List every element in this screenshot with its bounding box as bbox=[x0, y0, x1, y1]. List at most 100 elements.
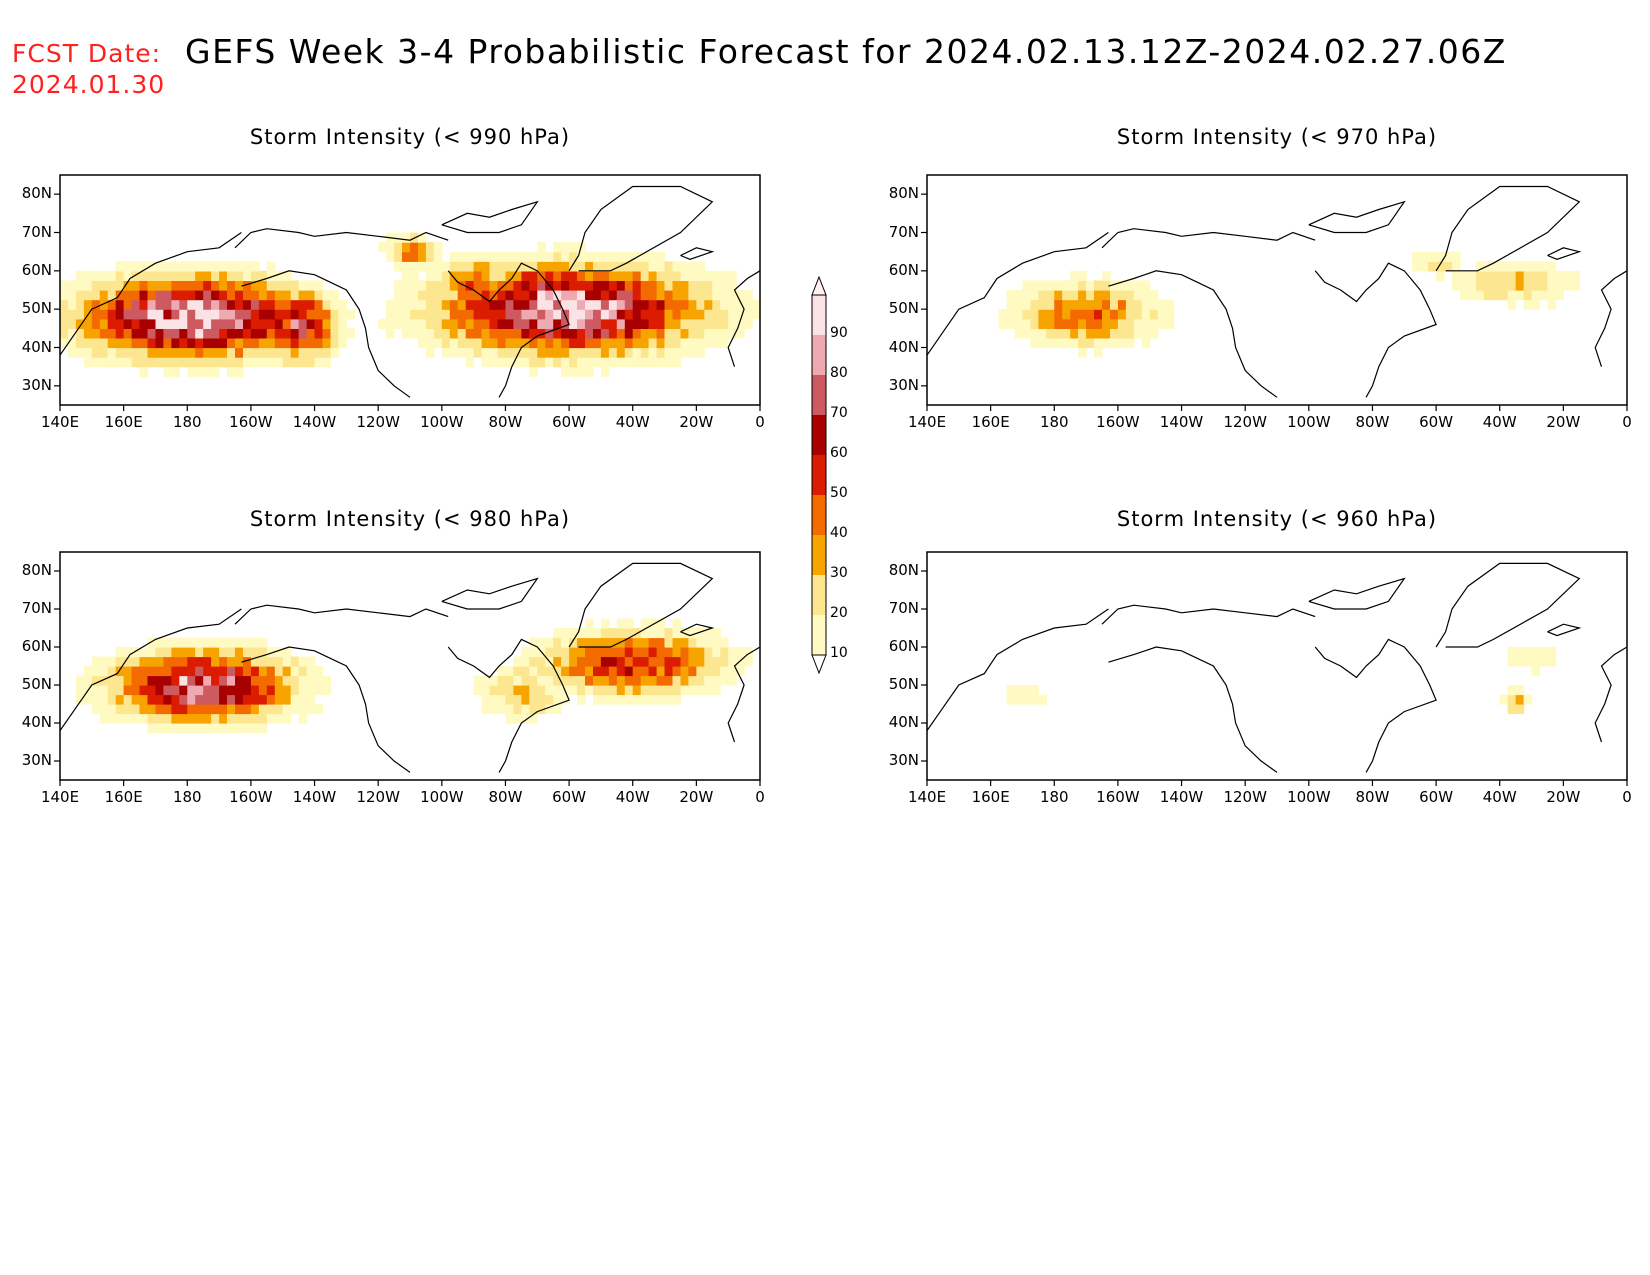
probability-cell bbox=[227, 675, 236, 686]
probability-cell bbox=[282, 347, 292, 358]
probability-cell bbox=[672, 666, 682, 677]
probability-cell bbox=[203, 309, 212, 320]
probability-cell bbox=[227, 647, 236, 658]
probability-cell bbox=[513, 270, 522, 281]
probability-cell bbox=[616, 328, 626, 339]
coastline bbox=[568, 185, 714, 272]
probability-cell bbox=[274, 666, 284, 677]
probability-cell bbox=[171, 270, 180, 281]
probability-cell bbox=[680, 299, 690, 310]
probability-cell bbox=[1547, 280, 1557, 291]
probability-cell bbox=[489, 261, 499, 272]
probability-cell bbox=[569, 647, 578, 658]
probability-cell bbox=[187, 280, 196, 291]
probability-cell bbox=[330, 318, 340, 329]
probability-cell bbox=[203, 713, 212, 724]
probability-cell bbox=[235, 261, 244, 272]
coastline bbox=[59, 232, 242, 356]
probability-cell bbox=[433, 299, 443, 310]
probability-cell bbox=[1555, 280, 1564, 291]
probability-cell bbox=[696, 675, 705, 686]
probability-cell bbox=[99, 318, 109, 329]
probability-cell bbox=[688, 328, 697, 339]
probability-cell bbox=[179, 261, 188, 272]
probability-cell bbox=[465, 328, 475, 339]
lon-label: 120W bbox=[1223, 788, 1267, 806]
coastline bbox=[727, 270, 761, 367]
probability-cell bbox=[481, 704, 491, 715]
probability-cell bbox=[688, 675, 697, 686]
probability-cell bbox=[235, 347, 244, 358]
probability-cell bbox=[346, 328, 355, 339]
probability-cell bbox=[736, 647, 745, 658]
probability-cell bbox=[1030, 280, 1039, 291]
probability-cell bbox=[290, 357, 300, 368]
probability-cell bbox=[83, 347, 93, 358]
probability-cell bbox=[696, 309, 705, 320]
probability-cell bbox=[227, 309, 236, 320]
probability-cell bbox=[235, 328, 244, 339]
probability-cell bbox=[696, 328, 705, 339]
probability-cell bbox=[258, 337, 268, 349]
probability-cell bbox=[425, 328, 435, 339]
probability-cell bbox=[107, 318, 117, 329]
probability-cell bbox=[1046, 309, 1055, 320]
probability-cell bbox=[1491, 290, 1501, 301]
probability-cell bbox=[433, 318, 443, 329]
probability-cell bbox=[616, 280, 626, 291]
probability-cell bbox=[235, 270, 244, 281]
probability-cell bbox=[386, 318, 395, 329]
probability-cell bbox=[704, 628, 713, 639]
probability-cell bbox=[1563, 270, 1572, 281]
probability-cell bbox=[1117, 337, 1127, 349]
probability-cell bbox=[489, 675, 499, 686]
probability-cell bbox=[441, 318, 451, 329]
probability-cell bbox=[608, 357, 618, 368]
probability-cell bbox=[640, 347, 650, 358]
probability-cell bbox=[489, 299, 499, 310]
probability-cell bbox=[433, 309, 443, 320]
probability-cell bbox=[338, 318, 347, 329]
probability-cell bbox=[227, 357, 236, 368]
probability-cell bbox=[728, 647, 737, 658]
probability-cell bbox=[1094, 280, 1103, 291]
probability-cell bbox=[203, 637, 212, 648]
probability-cell bbox=[394, 309, 403, 320]
probability-cell bbox=[664, 685, 674, 696]
probability-cell bbox=[290, 347, 300, 358]
probability-cell bbox=[513, 290, 522, 301]
colorbar-label: 40 bbox=[830, 525, 848, 541]
probability-cell bbox=[577, 366, 586, 377]
probability-cell bbox=[1539, 270, 1549, 281]
probability-cell bbox=[1133, 299, 1143, 310]
probability-cell bbox=[1070, 309, 1079, 320]
probability-cell bbox=[481, 280, 491, 291]
probability-cell bbox=[585, 366, 594, 377]
probability-cell bbox=[1102, 318, 1111, 329]
lon-label: 120W bbox=[356, 413, 400, 431]
probability-cell bbox=[282, 685, 292, 696]
probability-cell bbox=[593, 328, 602, 339]
probability-cell bbox=[1491, 261, 1501, 272]
probability-cell bbox=[155, 357, 165, 368]
probability-cell bbox=[139, 270, 149, 281]
probability-cell bbox=[600, 366, 610, 377]
probability-cell bbox=[449, 251, 459, 262]
probability-cell bbox=[569, 290, 578, 301]
lon-label: 80W bbox=[1355, 788, 1390, 806]
probability-cell bbox=[298, 299, 308, 310]
probability-cell bbox=[465, 270, 475, 281]
probability-cell bbox=[314, 280, 324, 291]
probability-cell bbox=[497, 261, 507, 272]
probability-cell bbox=[632, 270, 642, 281]
probability-cell bbox=[513, 337, 522, 349]
probability-cell bbox=[1523, 280, 1533, 291]
probability-cell bbox=[585, 656, 594, 667]
probability-cell bbox=[322, 357, 332, 368]
probability-cell bbox=[1094, 328, 1103, 339]
lon-label: 20W bbox=[679, 788, 714, 806]
probability-cell bbox=[608, 656, 618, 667]
probability-cell bbox=[656, 328, 666, 339]
probability-cell bbox=[545, 261, 554, 272]
coastline bbox=[1435, 562, 1581, 648]
